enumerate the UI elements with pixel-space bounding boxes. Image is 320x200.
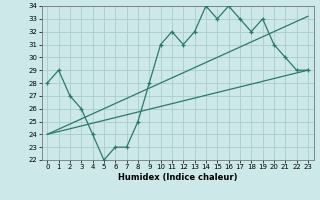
X-axis label: Humidex (Indice chaleur): Humidex (Indice chaleur) bbox=[118, 173, 237, 182]
